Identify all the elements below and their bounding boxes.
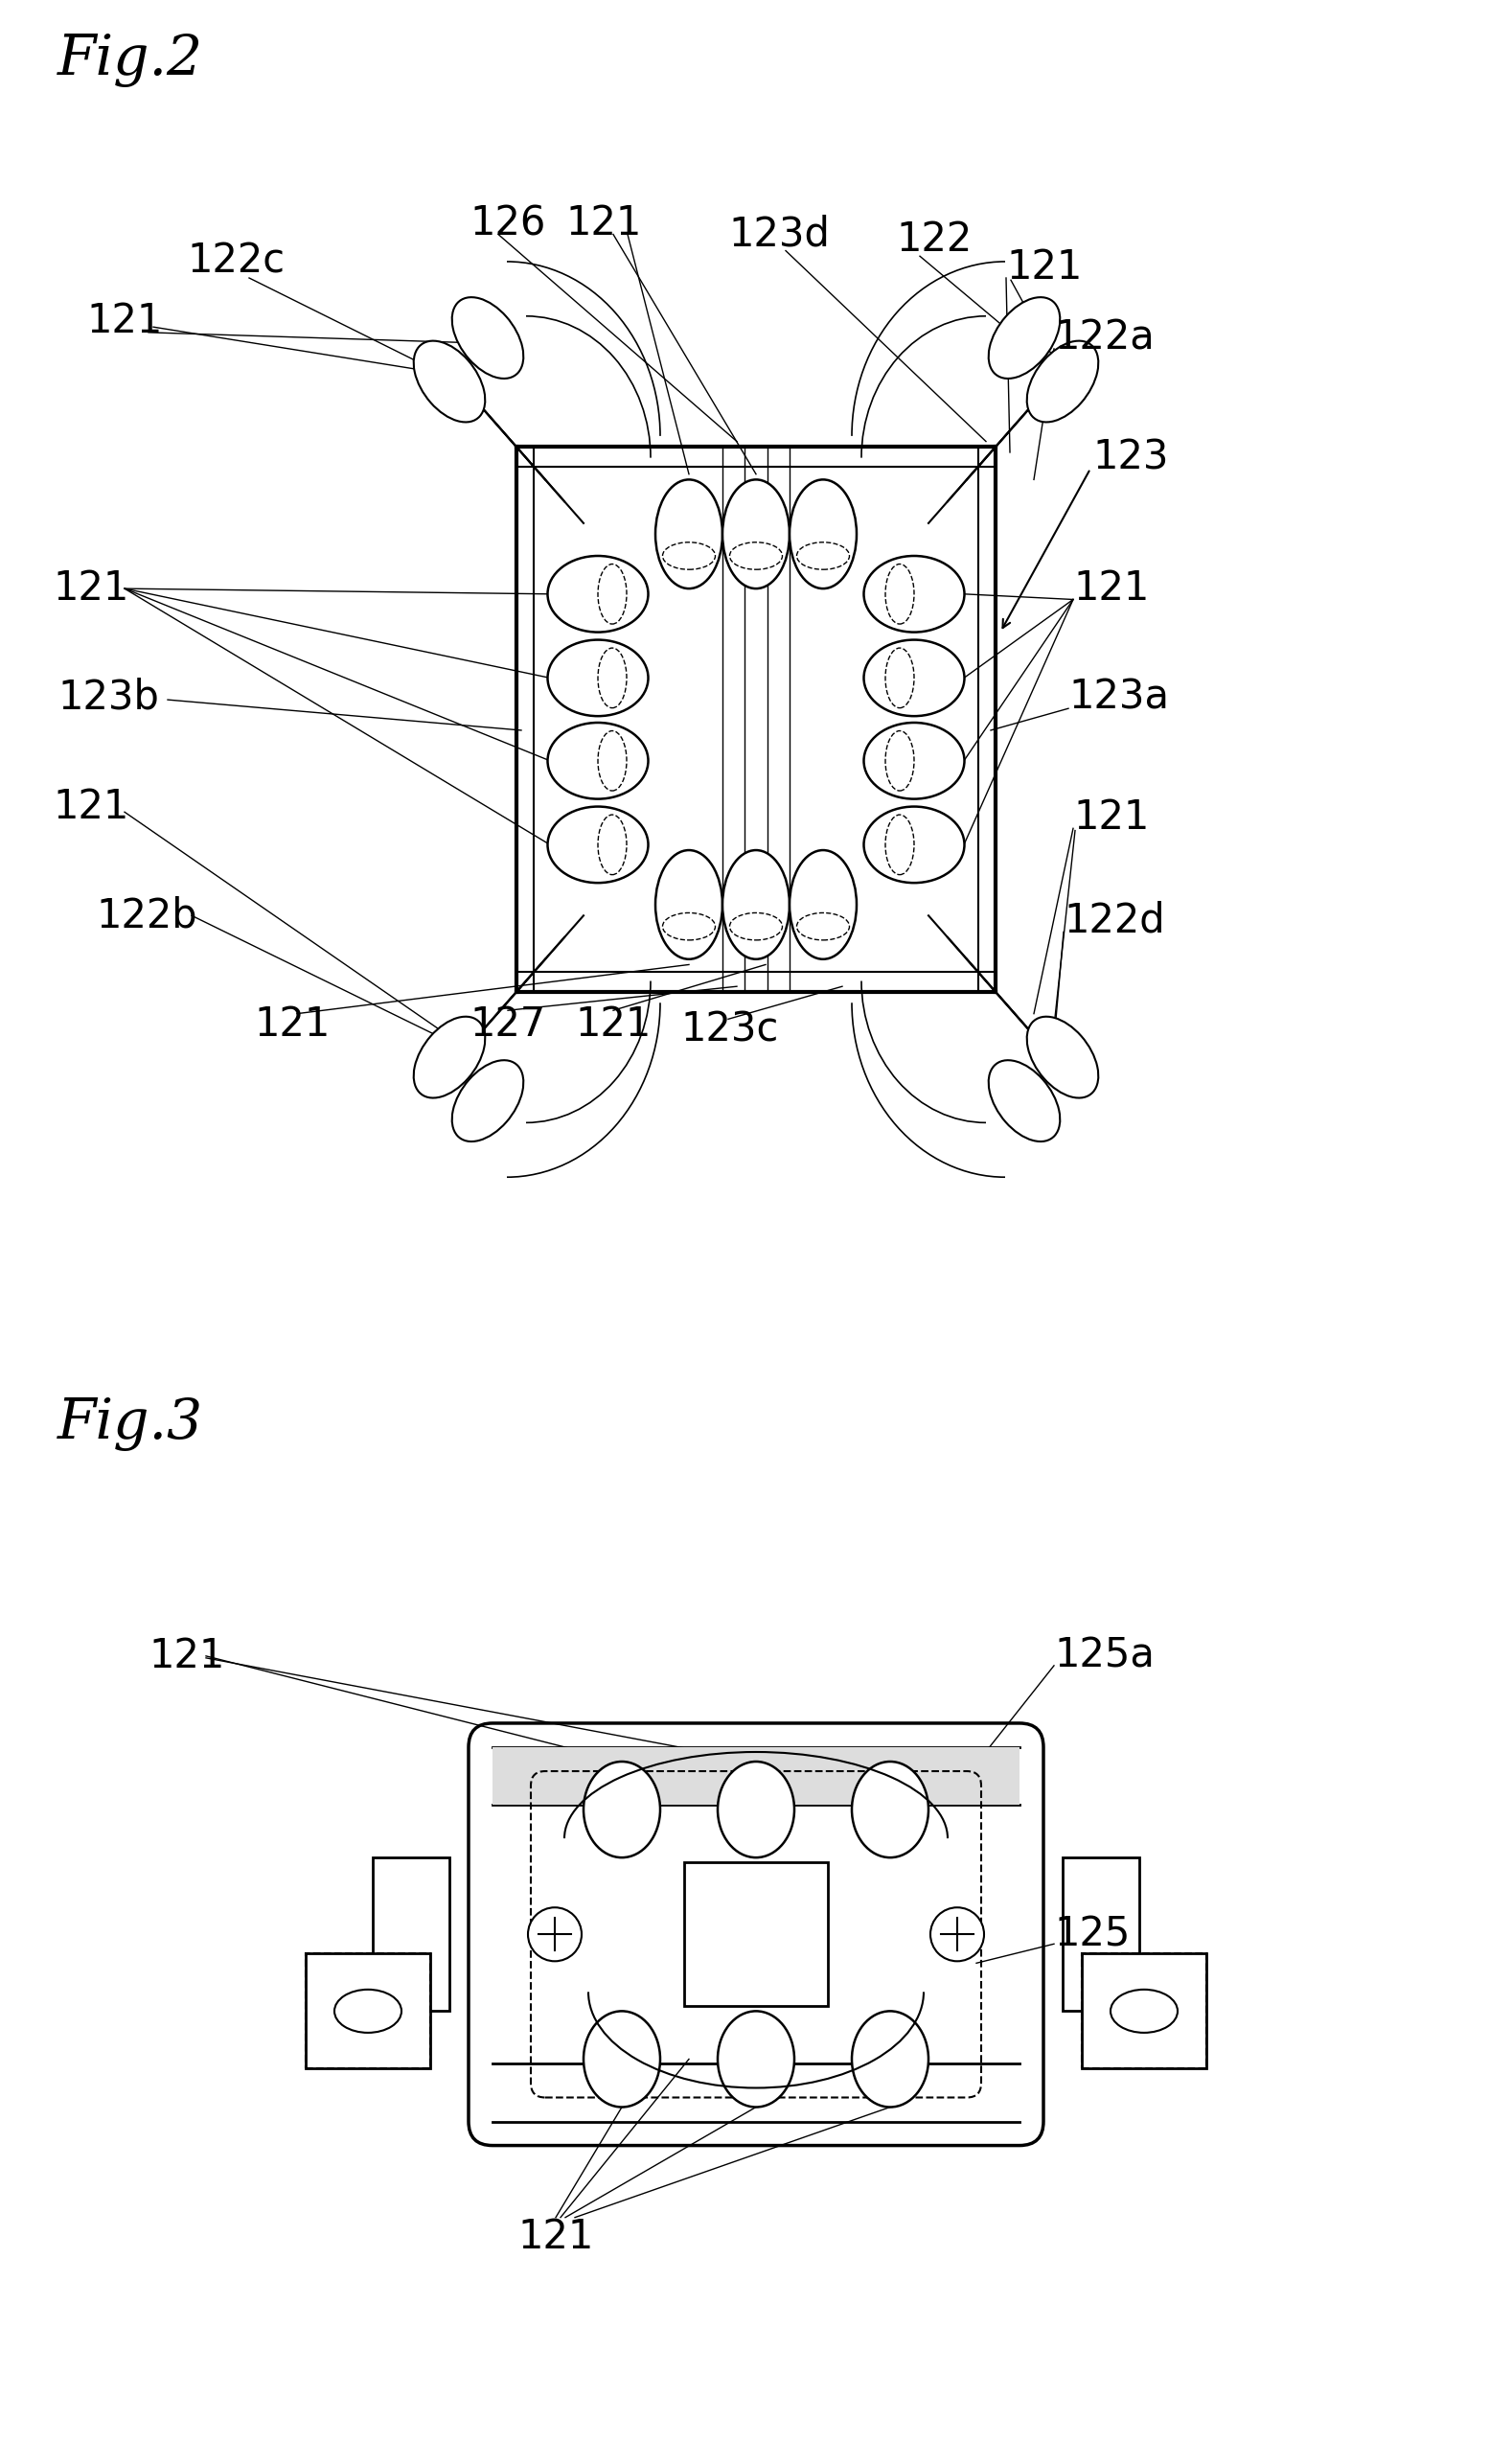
Ellipse shape xyxy=(1110,1989,1178,2033)
Bar xyxy=(1081,1954,1207,2069)
Ellipse shape xyxy=(789,850,857,960)
Ellipse shape xyxy=(597,647,626,708)
Text: 121: 121 xyxy=(575,1004,652,1046)
Ellipse shape xyxy=(989,1060,1060,1141)
Ellipse shape xyxy=(863,806,965,882)
Ellipse shape xyxy=(597,730,626,792)
Ellipse shape xyxy=(547,557,649,633)
Ellipse shape xyxy=(851,2011,928,2106)
Ellipse shape xyxy=(718,2011,794,2106)
Ellipse shape xyxy=(886,564,915,623)
Ellipse shape xyxy=(989,298,1060,379)
Bar xyxy=(373,1857,449,2011)
Ellipse shape xyxy=(797,914,850,941)
Text: Fig.3: Fig.3 xyxy=(57,1397,203,1451)
Ellipse shape xyxy=(547,723,649,799)
Text: 121: 121 xyxy=(517,2216,594,2257)
Text: 122: 122 xyxy=(897,220,972,259)
Ellipse shape xyxy=(584,1761,661,1857)
Ellipse shape xyxy=(863,557,965,633)
Bar xyxy=(305,1954,431,2069)
Text: 127: 127 xyxy=(470,1004,546,1046)
Bar xyxy=(493,1747,1019,1805)
Text: 121: 121 xyxy=(1074,569,1149,608)
Ellipse shape xyxy=(597,564,626,623)
Text: 126: 126 xyxy=(470,203,546,244)
Ellipse shape xyxy=(886,730,915,792)
Ellipse shape xyxy=(452,1060,523,1141)
Bar xyxy=(1081,1954,1207,2069)
Text: 121: 121 xyxy=(1005,247,1083,288)
Text: Fig.2: Fig.2 xyxy=(57,32,203,88)
Ellipse shape xyxy=(730,542,782,569)
Text: 121: 121 xyxy=(53,569,129,608)
Bar xyxy=(305,1954,431,2069)
Text: 125a: 125a xyxy=(1054,1637,1155,1676)
Ellipse shape xyxy=(886,816,915,875)
Text: 123a: 123a xyxy=(1069,677,1169,718)
Ellipse shape xyxy=(414,1016,485,1097)
Text: 122c: 122c xyxy=(187,242,284,281)
Text: 123b: 123b xyxy=(57,677,159,718)
Circle shape xyxy=(930,1908,984,1962)
Text: 123: 123 xyxy=(1092,437,1169,479)
Ellipse shape xyxy=(547,640,649,716)
Text: 121: 121 xyxy=(53,787,129,826)
Text: 122a: 122a xyxy=(1054,318,1154,359)
Ellipse shape xyxy=(718,1761,794,1857)
Text: 123c: 123c xyxy=(680,1009,779,1050)
Ellipse shape xyxy=(597,816,626,875)
Ellipse shape xyxy=(1027,1016,1098,1097)
Ellipse shape xyxy=(730,914,782,941)
Ellipse shape xyxy=(723,479,789,589)
Text: 121: 121 xyxy=(254,1004,330,1046)
Text: 125: 125 xyxy=(1054,1915,1129,1954)
Ellipse shape xyxy=(584,2011,661,2106)
Ellipse shape xyxy=(414,342,485,423)
Ellipse shape xyxy=(851,1761,928,1857)
Text: 123d: 123d xyxy=(729,215,830,254)
Ellipse shape xyxy=(452,298,523,379)
Circle shape xyxy=(528,1908,582,1962)
Text: 122b: 122b xyxy=(95,897,197,936)
Text: 122d: 122d xyxy=(1063,901,1164,941)
Ellipse shape xyxy=(655,850,723,960)
Ellipse shape xyxy=(334,1989,402,2033)
Bar xyxy=(1063,1857,1139,2011)
Ellipse shape xyxy=(886,647,915,708)
FancyBboxPatch shape xyxy=(469,1722,1043,2145)
Text: 121: 121 xyxy=(565,203,641,244)
Text: 121: 121 xyxy=(1074,796,1149,838)
Ellipse shape xyxy=(1027,342,1098,423)
Ellipse shape xyxy=(662,542,715,569)
Ellipse shape xyxy=(863,640,965,716)
Ellipse shape xyxy=(863,723,965,799)
Ellipse shape xyxy=(547,806,649,882)
Ellipse shape xyxy=(655,479,723,589)
Ellipse shape xyxy=(723,850,789,960)
Text: 121: 121 xyxy=(86,300,162,342)
Bar xyxy=(683,1862,829,2006)
Ellipse shape xyxy=(797,542,850,569)
Text: 121: 121 xyxy=(148,1637,225,1676)
Ellipse shape xyxy=(789,479,857,589)
Ellipse shape xyxy=(662,914,715,941)
